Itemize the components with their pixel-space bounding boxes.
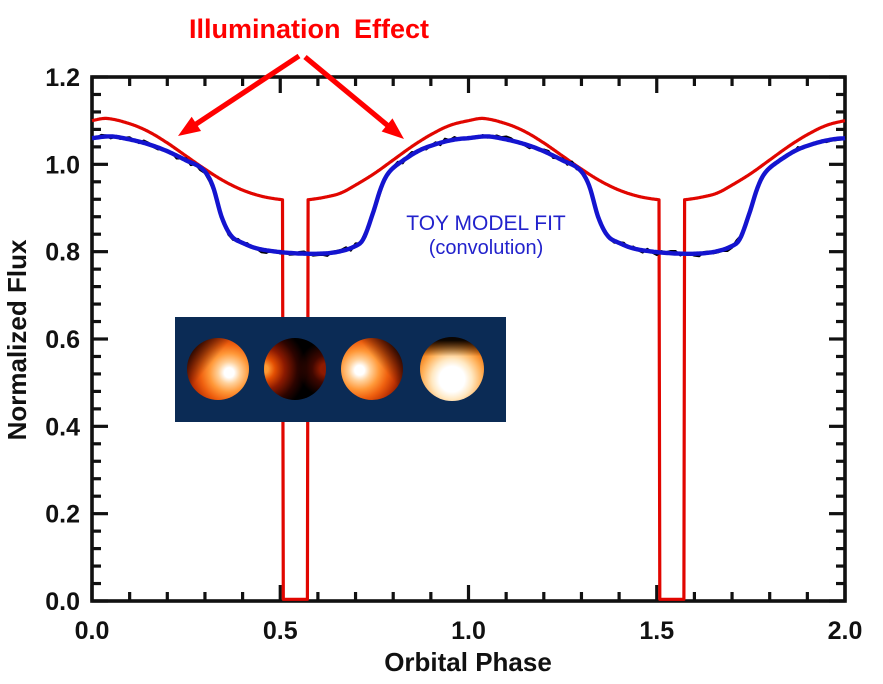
annotation-arrow-shaft (186, 53, 301, 132)
x-axis-title: Orbital Phase (384, 647, 552, 677)
curves (91, 116, 846, 601)
planet-sphere-full-day-icon (420, 337, 484, 401)
planet-phase-inset (175, 317, 506, 422)
y-tick-label: 0.0 (45, 588, 80, 616)
y-tick-label: 0.8 (45, 239, 80, 267)
x-tick-label: 0.0 (75, 617, 110, 645)
toy-model-curve (91, 116, 846, 601)
x-tick-label: 0.5 (263, 617, 298, 645)
x-tick-label: 1.0 (451, 617, 486, 645)
y-tick-label: 0.2 (45, 501, 80, 529)
axes: 0.0 0.5 1.0 1.5 2.0 0.0 0.2 0.4 0.6 0.8 1.0 1.2 (45, 64, 862, 645)
planet-sphere-left-lit-icon (341, 338, 403, 400)
annotation-arrow-shaft (303, 54, 397, 134)
x-tick-label: 2.0 (828, 617, 863, 645)
toy-model-fit-line1: TOY MODEL FIT (406, 212, 566, 235)
toy-model-fit-label: TOY MODEL FIT (convolution) (406, 212, 565, 260)
y-tick-label: 0.6 (45, 326, 80, 354)
y-axis-title: Normalized Flux (2, 239, 32, 440)
illumination-effect-label: Illumination Effect (188, 14, 430, 44)
y-tick-label: 1.2 (45, 64, 80, 92)
planet-sphere-night-side-icon (264, 338, 326, 400)
planet-sphere-right-lit-icon (187, 338, 249, 400)
right-arrow-icon (381, 118, 404, 139)
y-tick-label: 1.0 (45, 151, 80, 179)
left-arrow-icon (178, 116, 202, 136)
annotation-arrows (178, 53, 404, 139)
x-tick-label: 1.5 (639, 617, 674, 645)
convolution-fit-curve (91, 134, 846, 256)
toy-model-fit-line2: (convolution) (428, 236, 544, 259)
y-tick-label: 0.4 (45, 413, 80, 441)
